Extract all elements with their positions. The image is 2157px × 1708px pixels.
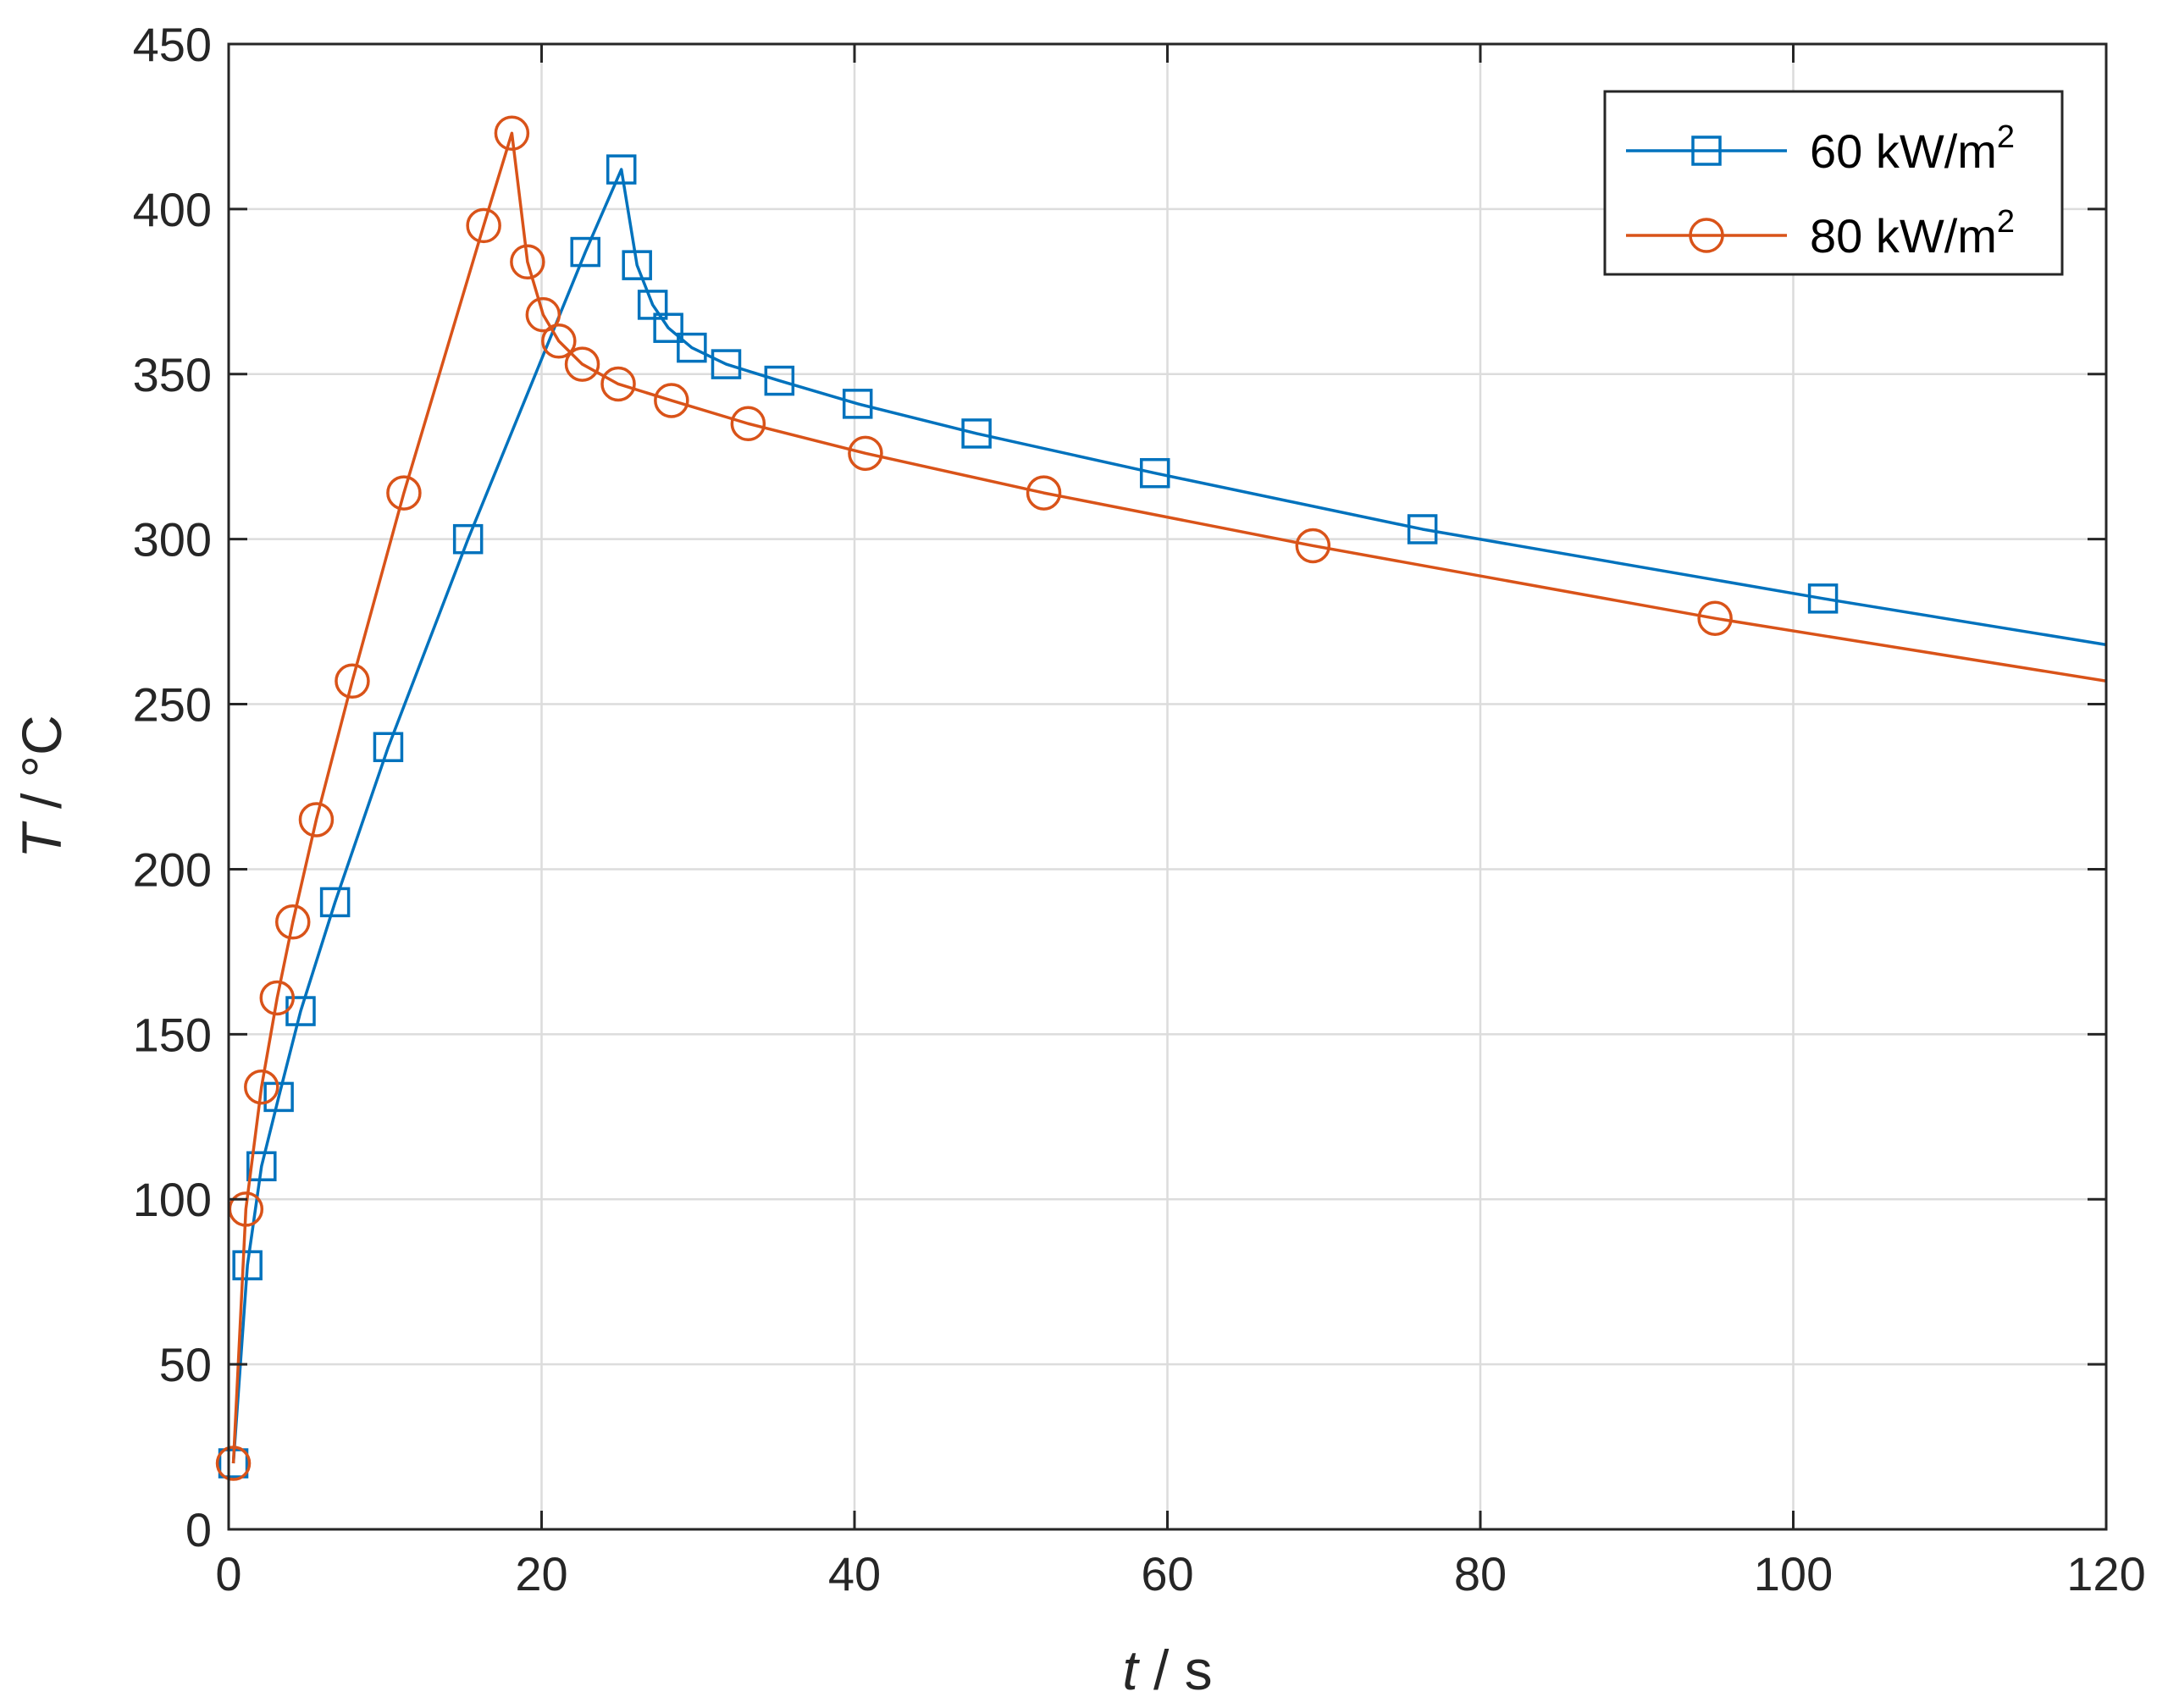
y-tick-label: 0 <box>185 1503 212 1556</box>
y-tick-label: 350 <box>133 348 212 401</box>
data-point <box>1139 457 1170 489</box>
data-point <box>274 904 311 940</box>
axis-ticks: 0 20 40 60 80 100 120 0 50 100 150 200 250 300 350 400 4… <box>133 18 2146 1600</box>
y-tick-label: 150 <box>133 1008 212 1061</box>
data-point <box>298 802 335 837</box>
data-point <box>232 1250 263 1280</box>
data-point <box>510 244 545 280</box>
data-point <box>606 154 637 185</box>
y-tick-label: 250 <box>133 678 212 732</box>
data-point <box>654 383 689 418</box>
x-tick-label: 40 <box>828 1547 881 1600</box>
data-point <box>525 296 561 333</box>
y-axis-unit: / °C <box>10 715 73 824</box>
y-axis-label: T / °C <box>10 715 73 858</box>
data-point <box>842 389 873 419</box>
x-tick-label: 100 <box>1754 1547 1833 1600</box>
data-point <box>764 365 795 396</box>
x-axis-variable: t <box>1122 1639 1140 1701</box>
data-point <box>1026 475 1062 511</box>
legend-marker <box>1691 135 1722 166</box>
data-point <box>244 1069 279 1105</box>
data-point <box>677 332 707 363</box>
x-tick-label: 0 <box>215 1547 241 1600</box>
plot-series <box>215 115 2107 1481</box>
data-point <box>848 435 883 472</box>
data-point <box>622 250 652 280</box>
y-axis-variable: T <box>10 821 73 859</box>
data-point <box>246 1151 277 1181</box>
y-tick-label: 50 <box>159 1338 212 1391</box>
data-point <box>386 475 422 511</box>
data-point <box>600 366 636 402</box>
x-tick-label: 80 <box>1454 1547 1507 1600</box>
legend-entry-60 <box>1626 135 1787 166</box>
data-point <box>637 290 668 320</box>
data-point <box>373 732 404 762</box>
data-point <box>1407 514 1438 544</box>
data-point <box>319 887 351 918</box>
data-point <box>653 312 683 343</box>
x-tick-label: 60 <box>1141 1547 1193 1600</box>
data-point <box>494 115 530 151</box>
y-tick-label: 100 <box>133 1173 212 1226</box>
data-point <box>711 349 742 379</box>
data-point <box>1697 600 1733 636</box>
legend-label-80: 80 kW/m2 <box>1810 204 2015 263</box>
y-tick-label: 200 <box>133 843 212 896</box>
data-point <box>541 323 577 359</box>
y-tick-label: 450 <box>133 18 212 71</box>
data-point <box>263 1081 294 1113</box>
x-tick-label: 120 <box>2066 1547 2145 1600</box>
data-point <box>1807 583 1839 614</box>
x-axis-label: t / s <box>1122 1639 1212 1701</box>
data-point <box>961 418 992 449</box>
data-point <box>570 236 600 268</box>
legend-marker <box>1689 218 1724 253</box>
legend-box <box>1603 90 2064 276</box>
data-point <box>259 980 296 1016</box>
series-0 <box>218 154 2107 1479</box>
x-tick-label: 20 <box>515 1547 567 1600</box>
data-point <box>730 406 766 441</box>
data-point <box>215 1445 252 1481</box>
y-tick-label: 300 <box>133 513 212 567</box>
data-point <box>1295 528 1331 564</box>
x-axis-unit: / s <box>1138 1639 1213 1701</box>
legend-entry-80 <box>1626 218 1787 253</box>
legend-label-60: 60 kW/m2 <box>1810 119 2015 178</box>
data-point <box>335 663 370 699</box>
series-line-0 <box>231 168 2107 1464</box>
data-point <box>452 523 484 555</box>
data-point <box>466 207 501 244</box>
data-point <box>564 346 600 382</box>
series-line-1 <box>231 131 2107 1464</box>
y-tick-label: 400 <box>133 183 212 236</box>
series-1 <box>215 115 2107 1481</box>
legend: 60 kW/m2 80 kW/m2 <box>1603 90 2064 276</box>
